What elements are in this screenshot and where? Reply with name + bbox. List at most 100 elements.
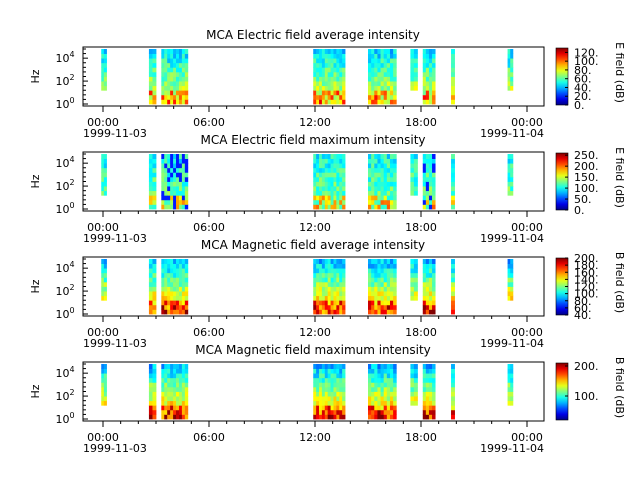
spectrogram-cell [383,81,388,87]
spectrogram-cell [393,154,397,159]
spectrogram-cell [327,409,331,415]
spectrogram-cell [507,49,511,54]
spectrogram-cell [170,81,174,87]
spectrogram-cell [428,53,433,59]
x-tick-label: 06:00 [193,221,225,234]
spectrogram-cell [368,58,372,64]
spectrogram-cell [368,176,372,182]
spectrogram-cell [148,204,153,210]
spectrogram-cell [374,99,378,105]
spectrogram-cell [164,304,168,310]
spectrogram-cells [101,154,514,210]
spectrogram-cell [313,85,317,91]
spectrogram-cell [173,67,177,73]
x-tick-label: 00:00 [87,431,119,444]
spectrogram-cell [377,281,381,287]
spectrogram-cell [181,81,186,87]
spectrogram-cell [148,58,153,64]
spectrogram-cell [313,304,317,310]
spectrogram-cell [377,268,381,274]
spectrogram-cell [103,295,107,301]
colorbar-tick-label: 50. [574,193,592,206]
spectrogram-cell [319,373,323,379]
spectrogram-cell [377,172,381,178]
spectrogram-cell [386,281,391,287]
spectrogram-cell [374,62,378,68]
spectrogram-cell [413,190,418,196]
spectrogram-cell [152,386,157,392]
spectrogram-cell [313,277,317,283]
spectrogram-cell [170,167,174,173]
spectrogram-cell [324,281,329,287]
spectrogram-cell [327,291,331,297]
spectrogram-cell [333,259,337,264]
spectrogram-cell [321,259,326,264]
spectrogram-cell [321,373,326,379]
spectrogram-cell [327,300,331,306]
spectrogram-cell [148,286,153,292]
spectrogram-cell [510,71,514,77]
spectrogram-cell [103,58,107,64]
spectrogram-cell [327,304,331,310]
spectrogram-cell [316,176,320,182]
spectrogram-cell [342,158,346,164]
spectrogram-cell [428,199,433,205]
spectrogram-cell [319,85,323,91]
spectrogram-cell [380,405,385,411]
spectrogram-cell [507,58,511,64]
spectrogram-cell [336,277,340,283]
spectrogram-cell [184,259,189,264]
spectrogram-cell [170,195,174,201]
spectrogram-cell [374,382,378,388]
spectrogram-cell [178,386,183,392]
spectrogram-cell [330,99,334,105]
spectrogram-cell [330,405,334,411]
spectrogram-cell [507,377,511,383]
spectrogram-cell [393,49,397,54]
spectrogram-cell [380,277,385,283]
colorbar-tick-label: 120. [574,281,599,294]
spectrogram-cell [170,85,174,91]
spectrogram-cell [103,364,107,369]
spectrogram-cell [324,58,329,64]
spectrogram-cell [319,268,323,274]
spectrogram-cell [339,263,343,269]
spectrogram-cell [176,281,180,287]
spectrogram-cell [386,67,391,73]
spectrogram-cell [386,163,391,169]
spectrogram-cell [410,190,415,196]
spectrogram-cell [167,286,171,292]
spectrogram-cell [336,85,340,91]
spectrogram-cell [383,382,388,388]
spectrogram-cell [374,405,378,411]
spectrogram-cell [371,286,375,292]
spectrogram-cell [380,414,385,420]
spectrogram-cell [313,76,317,82]
spectrogram-cell [393,181,397,187]
spectrogram-cell [316,382,320,388]
spectrogram-cell [181,304,186,310]
spectrogram-cell [428,99,433,105]
spectrogram-cell [333,94,337,100]
spectrogram-cell [324,414,329,420]
spectrogram-cell [368,368,372,374]
spectrogram-cell [422,291,427,297]
spectrogram-cell [342,268,346,274]
spectrogram-cell [181,58,186,64]
spectrogram-cell [321,49,326,54]
spectrogram-cell [510,181,514,187]
spectrogram-cell [333,163,337,169]
spectrogram-cell [428,58,433,64]
spectrogram-cell [316,368,320,374]
spectrogram-cell [432,195,436,201]
spectrogram-cell [368,272,372,278]
spectrogram-cell [164,295,168,301]
spectrogram-cell [386,409,391,415]
spectrogram-cell [316,414,320,420]
spectrogram-cell [319,94,323,100]
spectrogram-cell [313,62,317,68]
spectrogram-cell [161,304,165,310]
spectrogram-cell [507,181,511,187]
spectrogram-cell [327,368,331,374]
